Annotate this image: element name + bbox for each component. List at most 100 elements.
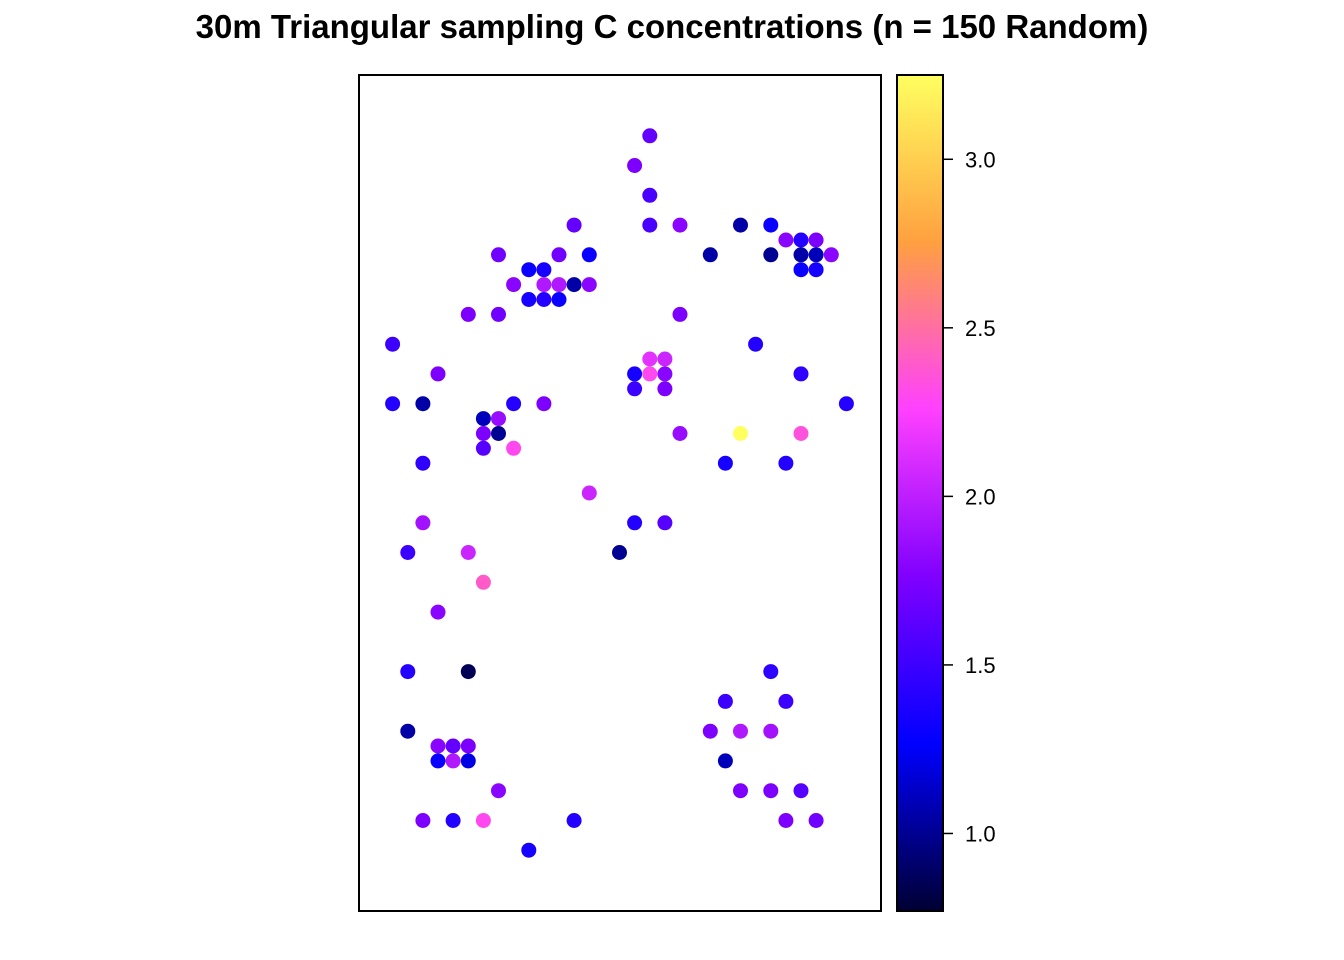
data-point	[430, 366, 446, 382]
data-point	[808, 262, 824, 278]
data-point	[415, 813, 431, 828]
data-point	[808, 232, 824, 248]
data-point	[763, 247, 779, 263]
data-point	[642, 128, 658, 144]
data-point	[415, 515, 431, 531]
data-point	[793, 366, 809, 382]
data-point	[612, 545, 627, 560]
data-point	[566, 813, 582, 828]
colorbar-tick-label: 2.5	[965, 316, 996, 341]
data-point	[793, 783, 809, 799]
data-point	[566, 217, 582, 233]
data-point	[763, 664, 779, 680]
data-point	[808, 813, 824, 828]
data-point	[702, 247, 718, 263]
data-point	[475, 411, 491, 427]
data-point	[808, 247, 824, 263]
data-point	[491, 426, 506, 441]
data-point	[642, 187, 658, 203]
data-point	[475, 574, 491, 590]
data-point	[748, 336, 764, 352]
data-point	[627, 158, 643, 173]
data-point	[385, 396, 401, 412]
data-point	[627, 366, 643, 382]
data-point	[778, 693, 794, 709]
data-point	[415, 455, 431, 471]
data-point	[460, 664, 476, 680]
data-point	[733, 426, 748, 441]
data-point	[460, 753, 476, 769]
data-point	[672, 217, 688, 233]
data-point	[793, 247, 809, 263]
data-point	[460, 545, 476, 560]
data-point	[717, 455, 733, 471]
data-point	[657, 351, 673, 367]
data-point	[536, 262, 552, 278]
data-point	[627, 381, 643, 397]
data-point	[445, 738, 461, 754]
data-point	[733, 217, 748, 233]
data-point	[460, 306, 476, 322]
data-point	[445, 813, 461, 828]
data-point	[672, 426, 688, 441]
colorbar	[896, 74, 944, 912]
data-point	[627, 515, 643, 531]
data-point	[491, 783, 506, 799]
data-point	[566, 277, 582, 293]
data-point	[778, 455, 794, 471]
data-point	[445, 753, 461, 769]
data-point	[763, 217, 779, 233]
data-point	[581, 247, 597, 263]
data-point	[793, 426, 809, 441]
data-point	[475, 426, 491, 441]
data-point	[506, 440, 522, 456]
data-point	[793, 262, 809, 278]
data-point	[491, 411, 506, 427]
data-point	[475, 440, 491, 456]
data-point	[642, 351, 658, 367]
data-point	[702, 723, 718, 739]
data-point	[657, 381, 673, 397]
colorbar-tick-label: 3.0	[965, 147, 996, 172]
data-point	[536, 277, 552, 293]
data-point	[551, 247, 567, 263]
data-point	[430, 604, 446, 620]
data-point	[521, 262, 537, 278]
data-point	[400, 723, 416, 739]
colorbar-tick-label: 1.0	[965, 821, 996, 846]
chart-title: 30m Triangular sampling C concentrations…	[195, 8, 1149, 45]
data-point	[506, 396, 522, 412]
data-point	[778, 813, 794, 828]
data-point	[717, 693, 733, 709]
data-point	[672, 306, 688, 322]
points-layer	[385, 128, 854, 858]
data-point	[733, 723, 748, 739]
data-point	[823, 247, 839, 263]
data-point	[430, 738, 446, 754]
data-point	[581, 277, 597, 293]
data-point	[521, 842, 537, 858]
data-point	[400, 664, 416, 680]
data-point	[475, 813, 491, 828]
data-point	[793, 232, 809, 248]
data-point	[385, 336, 401, 352]
plot-frame	[358, 74, 882, 912]
colorbar-tick-label: 2.0	[965, 484, 996, 509]
data-point	[551, 292, 567, 307]
data-point	[491, 306, 506, 322]
data-point	[415, 396, 431, 412]
data-point	[581, 485, 597, 501]
colorbar-tick-label: 1.5	[965, 653, 996, 678]
data-point	[642, 217, 658, 233]
data-point	[763, 723, 779, 739]
data-point	[536, 292, 552, 307]
data-point	[460, 738, 476, 754]
data-point	[430, 753, 446, 769]
data-point	[838, 396, 854, 412]
data-point	[506, 277, 522, 293]
data-point	[400, 545, 416, 560]
data-point	[491, 247, 506, 263]
data-point	[536, 396, 552, 412]
data-point	[763, 783, 779, 799]
